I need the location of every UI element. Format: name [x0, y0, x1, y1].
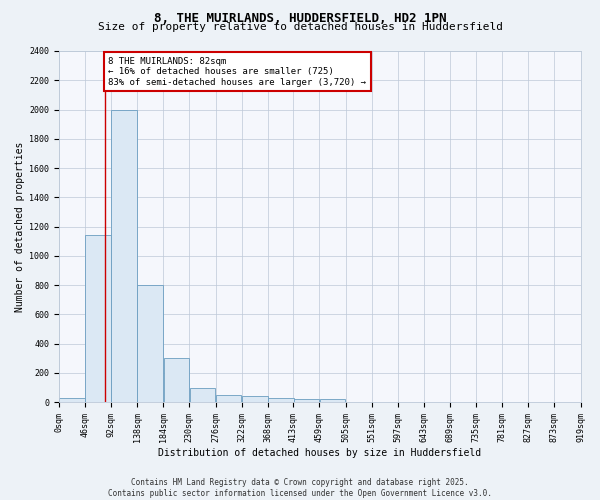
- Bar: [137, 285, 163, 402]
- Bar: [216, 395, 241, 402]
- Bar: [59, 398, 85, 402]
- Bar: [112, 110, 137, 402]
- Text: 8, THE MUIRLANDS, HUDDERSFIELD, HD2 1PN: 8, THE MUIRLANDS, HUDDERSFIELD, HD2 1PN: [154, 12, 446, 26]
- Bar: [242, 396, 268, 402]
- Y-axis label: Number of detached properties: Number of detached properties: [15, 142, 25, 312]
- X-axis label: Distribution of detached houses by size in Huddersfield: Distribution of detached houses by size …: [158, 448, 481, 458]
- Bar: [164, 358, 189, 402]
- Bar: [320, 400, 345, 402]
- Bar: [190, 388, 215, 402]
- Bar: [293, 400, 319, 402]
- Text: Size of property relative to detached houses in Huddersfield: Size of property relative to detached ho…: [97, 22, 503, 32]
- Text: Contains HM Land Registry data © Crown copyright and database right 2025.
Contai: Contains HM Land Registry data © Crown c…: [108, 478, 492, 498]
- Text: 8 THE MUIRLANDS: 82sqm
← 16% of detached houses are smaller (725)
83% of semi-de: 8 THE MUIRLANDS: 82sqm ← 16% of detached…: [108, 57, 366, 86]
- Bar: [85, 236, 111, 402]
- Bar: [268, 398, 293, 402]
